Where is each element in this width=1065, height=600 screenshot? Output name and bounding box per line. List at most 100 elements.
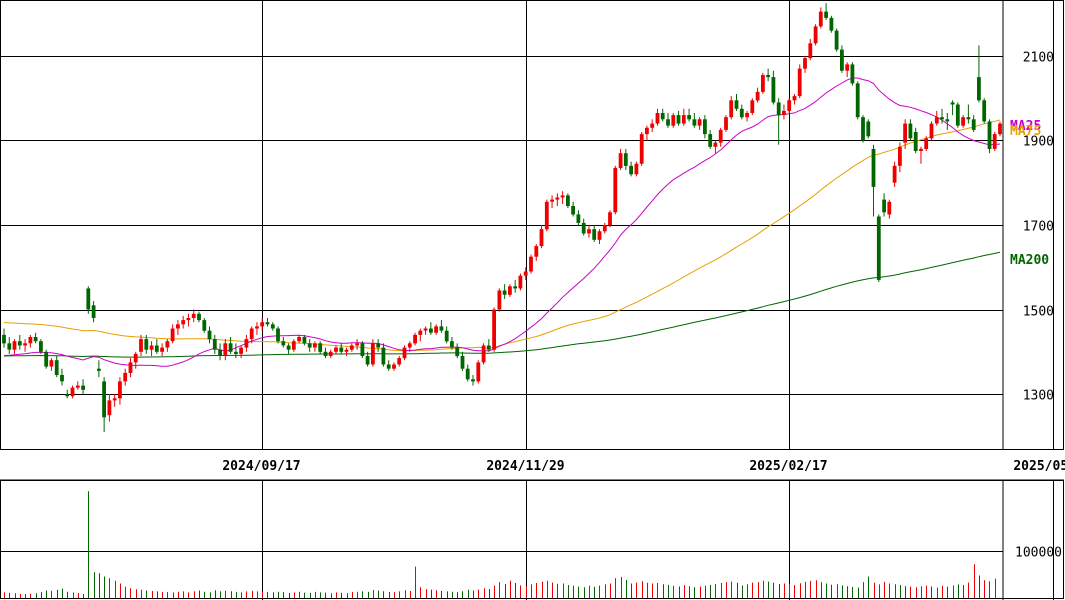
candle-body (571, 206, 575, 215)
candle-body (887, 201, 892, 215)
candle (112, 394, 117, 407)
candle (17, 334, 22, 350)
candle (302, 334, 307, 346)
candle-body (191, 313, 196, 318)
candle (265, 317, 270, 327)
candle-body (850, 64, 855, 84)
legend-ma200: MA200 (1010, 253, 1049, 268)
candle-body (450, 341, 454, 348)
candle-body (413, 334, 417, 344)
candle (581, 218, 586, 236)
candle (460, 351, 465, 371)
candle-body (876, 216, 881, 280)
candle (181, 315, 186, 329)
candle (929, 121, 934, 141)
candle-body (787, 100, 792, 111)
candle-body (234, 351, 238, 354)
candle-body (392, 364, 396, 369)
candle (771, 70, 776, 105)
candle-body (645, 127, 649, 135)
candle-body (982, 100, 987, 122)
candle (239, 345, 243, 359)
candle (339, 343, 344, 354)
candle (176, 320, 180, 335)
candle-body (33, 337, 38, 342)
candle (450, 337, 454, 350)
candle (829, 15, 834, 33)
candle-body (518, 275, 523, 289)
candle (455, 343, 460, 359)
candle-body (460, 356, 465, 369)
candle (355, 339, 359, 350)
candle (566, 193, 570, 209)
candle (418, 328, 423, 342)
candle (955, 102, 960, 128)
candle (871, 144, 876, 217)
candle (255, 322, 259, 335)
candle-body (745, 113, 749, 118)
candle-body (739, 108, 744, 118)
candle (861, 115, 865, 143)
candle-body (344, 349, 349, 352)
candle (49, 358, 54, 371)
candle-body (523, 271, 528, 276)
candle-body (313, 343, 317, 348)
date-tick-label: 2025/02/17 (749, 459, 827, 474)
candle-body (534, 246, 539, 257)
candle-body (776, 102, 781, 116)
candle-body (265, 322, 270, 325)
candle (945, 113, 950, 130)
candle-body (91, 305, 96, 318)
candle-body (7, 343, 12, 350)
candle (608, 210, 612, 228)
candle-body (244, 339, 249, 348)
candle (407, 341, 412, 352)
candle-body (202, 320, 207, 331)
candle-body (212, 339, 217, 350)
candle-body (871, 148, 876, 187)
candle (502, 284, 507, 299)
candle (576, 210, 581, 225)
candle-body (486, 345, 491, 350)
candle (813, 24, 818, 46)
candle (734, 93, 739, 111)
candle (65, 389, 70, 399)
candle (587, 225, 591, 238)
candle (555, 193, 560, 206)
candle-body (49, 360, 54, 367)
candle (144, 334, 149, 354)
candle (592, 225, 597, 242)
candle-body (602, 225, 607, 232)
candle (23, 339, 27, 352)
candle-body (950, 102, 955, 105)
volume-frame (0, 480, 1064, 599)
candle (692, 113, 697, 128)
volume-grid (0, 480, 1064, 600)
candle (444, 326, 449, 344)
candle (724, 115, 728, 133)
candle (70, 385, 75, 399)
candle-body (444, 330, 449, 342)
candle-body (634, 163, 639, 175)
candle (165, 339, 170, 352)
candle (613, 165, 618, 215)
candle-body (803, 58, 807, 69)
volume-axis: 100000 (1015, 546, 1062, 561)
candle-body (945, 119, 950, 122)
candle-body (44, 351, 49, 367)
candle (876, 214, 881, 283)
candle (160, 343, 164, 357)
candle-body (903, 123, 907, 143)
candle-body (550, 199, 554, 202)
candle-body (133, 353, 138, 363)
candle (276, 326, 280, 344)
candle-body (639, 134, 644, 164)
candle (344, 347, 349, 357)
candle-body (713, 142, 718, 147)
candle-body (882, 199, 886, 213)
candle-body (260, 322, 265, 327)
candle-body (423, 328, 428, 331)
candle (718, 127, 723, 147)
candle-body (597, 231, 602, 240)
